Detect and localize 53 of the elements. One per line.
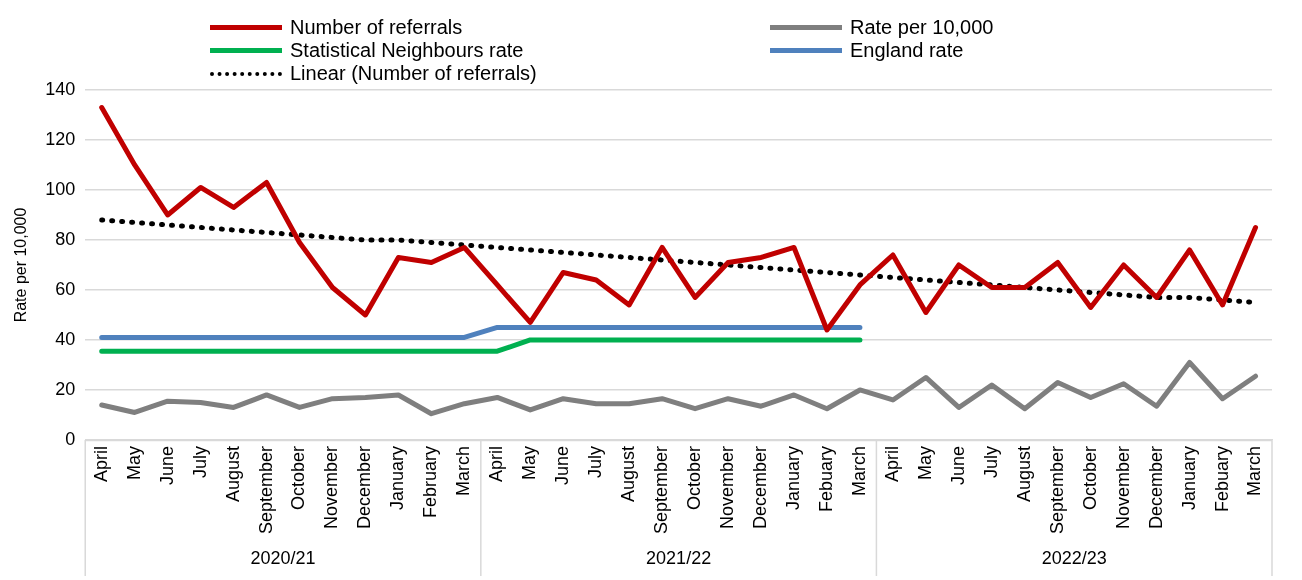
y-tick-label: 20 [55, 378, 76, 399]
legend-label: Statistical Neighbours rate [290, 39, 524, 62]
y-tick-label: 40 [55, 328, 76, 349]
x-tick-label: April [90, 445, 111, 482]
x-tick-label: June [947, 445, 968, 485]
x-tick-label: June [156, 445, 177, 485]
x-tick-label: May [519, 445, 540, 480]
text: 2020/21 [250, 547, 316, 568]
legend-label: Linear (Number of referrals) [290, 62, 537, 85]
x-tick-label: July [585, 445, 606, 478]
x-tick-label: December [1145, 445, 1166, 529]
x-tick-label: August [618, 445, 639, 502]
y-axis-title: Rate per 10,000 [12, 207, 30, 323]
x-tick-label: December [750, 445, 770, 529]
x-tick-label: April [486, 445, 507, 482]
text: 2022/23 [1041, 547, 1107, 568]
x-tick-label: October [684, 445, 705, 510]
x-tick-label: October [1079, 445, 1100, 510]
x-tick-label: March [848, 445, 869, 496]
x-tick-label: October [288, 445, 309, 510]
x-tick-label: September [651, 445, 672, 535]
x-tick-label: November [1112, 445, 1133, 529]
x-tick-label: Febuary [815, 445, 836, 512]
x-tick-label: September [255, 445, 276, 535]
legend-label: Rate per 10,000 [850, 16, 994, 39]
x-tick-label: Febuary [1211, 445, 1232, 512]
x-tick-label: November [717, 445, 738, 529]
x-tick-label: June [552, 445, 573, 485]
y-tick-label: 60 [55, 278, 76, 299]
x-tick-label: May [914, 445, 935, 480]
x-tick-label: November [321, 445, 342, 529]
x-tick-label: January [387, 445, 408, 510]
y-tick-label: 0 [65, 428, 76, 449]
legend-label: Number of referrals [290, 16, 463, 39]
y-tick-label: 120 [45, 128, 76, 149]
x-tick-label: August [1013, 445, 1034, 502]
y-tick-label: 80 [55, 228, 76, 249]
x-tick-label: February [420, 445, 441, 518]
x-tick-label: January [1178, 445, 1199, 510]
x-tick-label: January [782, 445, 803, 510]
x-tick-label: December [354, 445, 375, 529]
x-tick-label: August [222, 445, 243, 502]
x-tick-label: May [123, 445, 144, 480]
legend-label: England rate [850, 39, 964, 62]
text: 2021/22 [646, 547, 712, 568]
x-tick-label: April [881, 445, 902, 482]
x-tick-label: July [189, 445, 210, 478]
y-tick-label: 100 [45, 178, 76, 199]
x-tick-label: March [453, 445, 474, 496]
x-tick-label: March [1244, 445, 1265, 496]
x-tick-label: July [980, 445, 1001, 478]
y-tick-label: 140 [45, 78, 76, 99]
x-tick-label: September [1046, 445, 1067, 535]
